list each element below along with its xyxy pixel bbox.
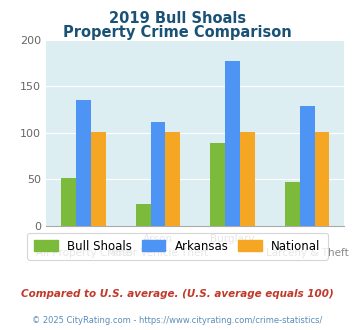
Text: Larceny & Theft: Larceny & Theft <box>266 248 349 258</box>
Bar <box>285 182 300 226</box>
Text: Burglary: Burglary <box>210 234 255 244</box>
Bar <box>225 61 240 226</box>
Bar <box>240 132 255 226</box>
Bar <box>210 143 225 226</box>
Bar <box>300 106 315 226</box>
Bar <box>76 100 91 226</box>
Bar <box>151 122 165 226</box>
Text: All Property Crime: All Property Crime <box>36 248 131 258</box>
Text: Arson: Arson <box>143 234 173 244</box>
Text: Compared to U.S. average. (U.S. average equals 100): Compared to U.S. average. (U.S. average … <box>21 289 334 299</box>
Text: Motor Vehicle Theft: Motor Vehicle Theft <box>108 248 208 258</box>
Bar <box>61 178 76 226</box>
Bar <box>315 132 329 226</box>
Text: © 2025 CityRating.com - https://www.cityrating.com/crime-statistics/: © 2025 CityRating.com - https://www.city… <box>32 315 323 325</box>
Text: 2019 Bull Shoals: 2019 Bull Shoals <box>109 11 246 25</box>
Bar <box>136 204 151 226</box>
Bar <box>91 132 106 226</box>
Text: Property Crime Comparison: Property Crime Comparison <box>63 25 292 40</box>
Bar <box>165 132 180 226</box>
Legend: Bull Shoals, Arkansas, National: Bull Shoals, Arkansas, National <box>27 233 328 260</box>
